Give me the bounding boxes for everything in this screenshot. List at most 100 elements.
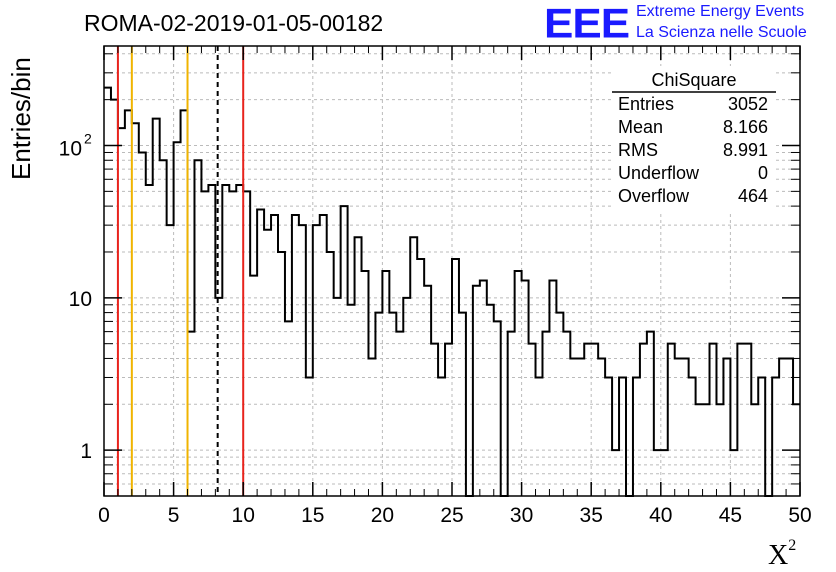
histogram-bin [118,128,125,496]
histogram-bin [222,185,229,496]
histogram-bin [542,332,549,496]
histogram-bin [424,286,431,496]
histogram-bin [431,344,438,496]
histogram-bin [445,344,452,496]
histogram-bin [327,252,334,496]
histogram-bin [382,271,389,496]
histogram-bin [716,404,723,496]
histogram-bin [403,298,410,496]
histogram-bin [675,358,682,496]
histogram-bin [536,377,543,496]
histogram-bin [605,377,612,496]
y-tick-label-exponent: 2 [84,130,92,146]
x-axis-label: X2 [768,537,797,571]
stats-row-value: 8.991 [723,140,768,160]
y-tick-label: 10 [59,137,82,160]
histogram-bin [285,321,292,496]
org-name-line2: La Scienza nelle Scuole [636,24,807,41]
histogram-bin [744,344,751,496]
histogram-bin [278,252,285,496]
histogram-bin [348,305,355,496]
stats-box-background [612,66,776,212]
histogram-bin [368,358,375,496]
stats-row-label: Underflow [618,163,700,183]
histogram-bin [410,237,417,496]
histogram-bin [292,215,299,496]
stats-row-label: Mean [618,117,663,137]
histogram-bin [508,332,515,496]
x-tick-label: 45 [719,504,742,527]
histogram-bin [758,377,765,496]
histogram-bin [751,404,758,496]
histogram-bin [689,377,696,496]
histogram-bin [243,191,250,496]
histogram-bin [229,191,236,496]
histogram-bin [459,313,466,496]
histogram-bin [480,280,487,496]
x-tick-label: 50 [788,504,811,527]
histogram-bin [529,344,536,496]
histogram-bin [723,358,730,496]
histogram-bin [612,450,619,496]
histogram-bin [570,358,577,496]
histogram-bin [160,160,167,496]
histogram-bin [633,377,640,496]
histogram-bin [271,215,278,496]
x-tick-label: 15 [301,504,324,527]
histogram-bin [313,225,320,496]
histogram-bin [299,225,306,496]
stats-box-title: ChiSquare [651,70,736,90]
histogram-bin [167,225,174,496]
histogram-bin [522,280,529,496]
histogram-bin [389,313,396,496]
histogram-bin [772,377,779,496]
histogram-bin [640,344,647,496]
histogram-bin [786,358,793,496]
eee-logo: EEE [544,0,630,47]
histogram-bin [452,259,459,496]
histogram-bin [619,377,626,496]
histogram-bin [591,344,598,496]
histogram-bin [194,160,201,496]
org-name-line1: Extreme Energy Events [636,3,805,20]
histogram-bin [181,110,188,496]
histogram-bin [132,123,139,496]
histogram-bin [682,358,689,496]
histogram-bin [375,313,382,496]
histogram-bin [174,142,181,496]
histogram-bin [438,377,445,496]
histogram-bin [703,404,710,496]
histogram-bin [396,332,403,496]
x-tick-label: 0 [98,504,110,527]
histogram-bin [215,298,222,496]
histogram-bin [556,313,563,496]
y-tick-label: 1 [80,440,92,463]
stats-row-value: 464 [738,186,768,206]
stats-row-value: 0 [758,163,768,183]
histogram-bin [250,276,257,496]
histogram-bin [153,119,160,496]
histogram-bin [264,230,271,496]
histogram-bin [487,305,494,496]
histogram-bin [306,377,313,496]
stats-row-value: 8.166 [723,117,768,137]
stats-row-label: Overflow [618,186,690,206]
x-axis-label-superscript: 2 [788,537,797,554]
histogram-bin [710,344,717,496]
histogram-bin [549,280,556,496]
x-tick-label: 30 [510,504,533,527]
histogram-bin [577,358,584,496]
histogram-bin [696,404,703,496]
histogram-bin [647,332,654,496]
histogram-outline [104,86,800,497]
histogram-bin [473,286,480,496]
histogram-bin [654,450,661,496]
histogram-bin [236,185,243,496]
histogram-bin [737,344,744,496]
histogram-bin [341,206,348,496]
x-tick-label: 20 [371,504,394,527]
histogram-bin [417,259,424,496]
histogram-bin [334,298,341,496]
x-tick-label: 40 [649,504,672,527]
